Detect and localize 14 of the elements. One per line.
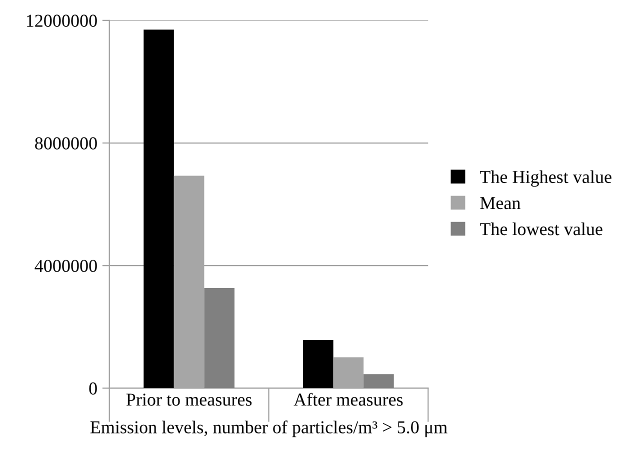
- bar: [303, 340, 334, 388]
- legend-label: The lowest value: [480, 222, 602, 236]
- bar: [364, 374, 394, 388]
- legend-label: The Highest value: [480, 170, 612, 187]
- y-tick-label: 4000000: [34, 260, 97, 272]
- bar: [144, 30, 174, 388]
- x-tick-label: After measures: [294, 392, 403, 406]
- x-tick-label: Prior to measures: [126, 394, 252, 406]
- y-tick-label: 0: [89, 382, 97, 395]
- bar: [204, 288, 234, 388]
- y-tick-label: 8000000: [35, 137, 97, 150]
- legend-label: Mean: [480, 197, 520, 210]
- x-axis-title: Emission levels, number of particles/m³ > 5.0 μm: [90, 420, 448, 438]
- y-tick-label: 12000000: [26, 14, 97, 27]
